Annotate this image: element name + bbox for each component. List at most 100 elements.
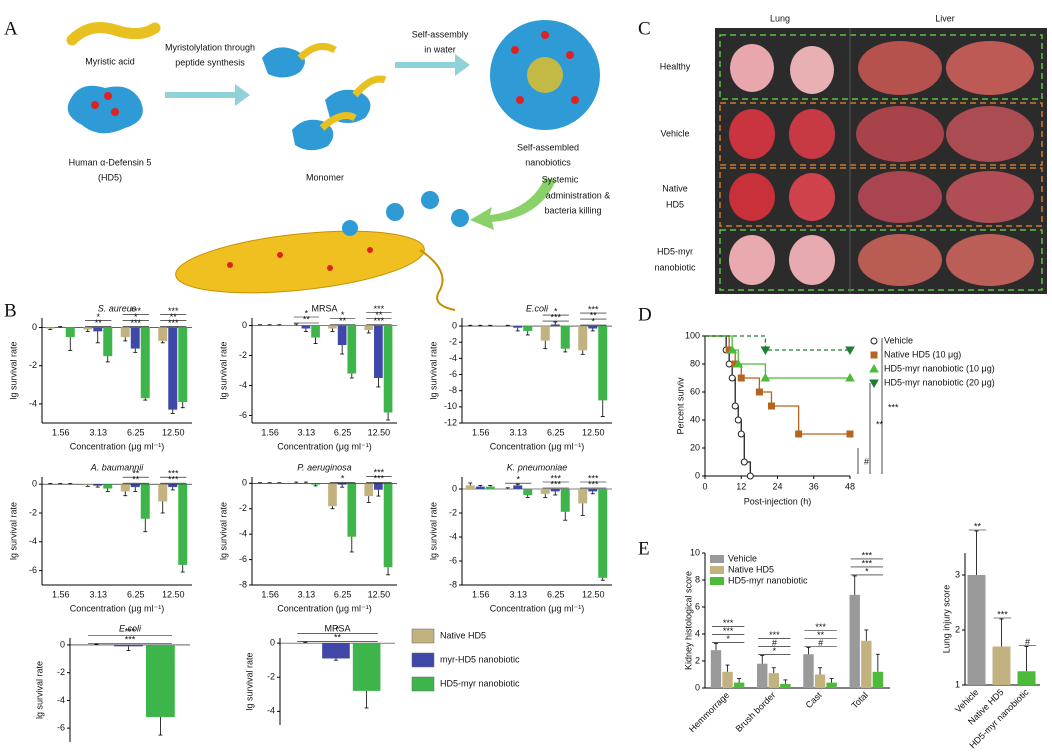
survival-point [760, 346, 771, 356]
charge [327, 265, 333, 271]
bar [598, 489, 608, 578]
diagram-label: (HD5) [98, 172, 122, 182]
bar [560, 326, 570, 349]
livers [856, 41, 1034, 286]
bar [383, 325, 393, 413]
bar [992, 646, 1011, 685]
charge [277, 252, 283, 258]
bar [710, 650, 722, 688]
bar [140, 484, 150, 519]
myristic-acid [66, 22, 161, 46]
significance-label: ** [132, 475, 140, 485]
survival-point [728, 374, 736, 382]
nanobiotic-core [527, 57, 563, 93]
x-tick-label: Total [849, 690, 870, 711]
survival-point [845, 346, 855, 356]
y-tick-label: -2 [29, 360, 37, 370]
significance-label: *** [588, 479, 599, 489]
significance-label: # [772, 638, 777, 648]
x-tick-label: 1.56 [472, 427, 490, 437]
x-tick-label: 12.50 [582, 427, 605, 437]
significance-label: *** [888, 402, 899, 412]
survival-point [733, 358, 744, 368]
y-tick-label: 80 [690, 358, 700, 368]
y-tick-label: -6 [29, 565, 37, 575]
significance-label: *** [862, 558, 873, 568]
y-tick-label: 4 [695, 628, 700, 638]
significance-label: * [336, 625, 340, 635]
survival-point [795, 430, 803, 438]
diagram-label: Myristic acid [85, 56, 135, 66]
row-label: nanobiotic [654, 262, 696, 272]
bar [168, 327, 178, 410]
survival-point [760, 372, 771, 382]
legend-swatch [411, 628, 435, 644]
x-tick-label: 12.50 [162, 589, 185, 599]
nanobiotic-small [342, 220, 358, 236]
flagellum [419, 249, 456, 311]
hd5-molecule [67, 85, 143, 134]
bar [826, 682, 837, 688]
nanobiotic-small [386, 203, 404, 221]
bar [475, 486, 485, 489]
x-axis-label: Concentration (μg ml⁻¹) [70, 603, 164, 613]
x-tick-label: 12 [736, 481, 746, 491]
bar [158, 327, 168, 341]
bar [311, 483, 320, 485]
bar [65, 327, 75, 338]
x-tick-label: 3.13 [298, 427, 316, 437]
diagram-label: administration & [546, 190, 611, 200]
survival-point [767, 402, 775, 410]
y-axis-label: lg survival rate [428, 341, 438, 399]
y-tick-label: -6 [239, 410, 247, 420]
bar [364, 325, 374, 330]
significance-label: *** [168, 475, 179, 485]
liver [946, 106, 1034, 162]
liver [858, 171, 942, 223]
bar [967, 575, 986, 685]
survival-point [727, 344, 738, 354]
significance-label: # [1025, 637, 1030, 647]
significance-label: ** [876, 419, 884, 429]
arrow [470, 178, 556, 230]
bar [578, 326, 588, 351]
charge [91, 101, 99, 109]
charge [541, 31, 549, 39]
legend-label: HD5-myr nanobiotic (20 μg) [884, 377, 995, 387]
bar [347, 325, 357, 374]
bar [93, 327, 103, 332]
x-tick-label: 48 [845, 481, 855, 491]
bar [337, 483, 347, 485]
x-tick-label: 36 [809, 481, 819, 491]
charge [227, 262, 233, 268]
legend-marker [870, 351, 878, 359]
significance-label: *** [168, 469, 179, 479]
significance-label: *** [550, 473, 561, 483]
bar [114, 644, 143, 647]
x-tick-label: 6.25 [547, 589, 565, 599]
bar [598, 326, 608, 401]
significance-label: * [341, 310, 345, 320]
arrow [165, 84, 250, 106]
lung [790, 46, 834, 94]
survival-point [740, 458, 748, 466]
x-axis-label: Concentration (μg ml⁻¹) [490, 603, 584, 613]
y-tick-label: -8 [449, 385, 457, 395]
bar [374, 483, 383, 490]
y-tick-label: -8 [239, 579, 247, 589]
significance-label: * [726, 634, 730, 644]
monomer [262, 47, 305, 78]
y-tick-label: -8 [449, 579, 457, 589]
liver [946, 171, 1034, 223]
y-axis-label: lg survival rate [8, 502, 18, 560]
legend-label: HD5-myr nanobiotic [440, 678, 520, 688]
significance-label: *** [168, 306, 179, 316]
bar [523, 489, 533, 495]
bar [178, 327, 188, 402]
significance-label: *** [374, 304, 385, 314]
x-tick-label: Brush border [734, 690, 778, 734]
significance-label: *** [125, 635, 136, 645]
bar [588, 326, 598, 329]
column-label: Lung [770, 13, 790, 23]
y-tick-label: 20 [690, 442, 700, 452]
